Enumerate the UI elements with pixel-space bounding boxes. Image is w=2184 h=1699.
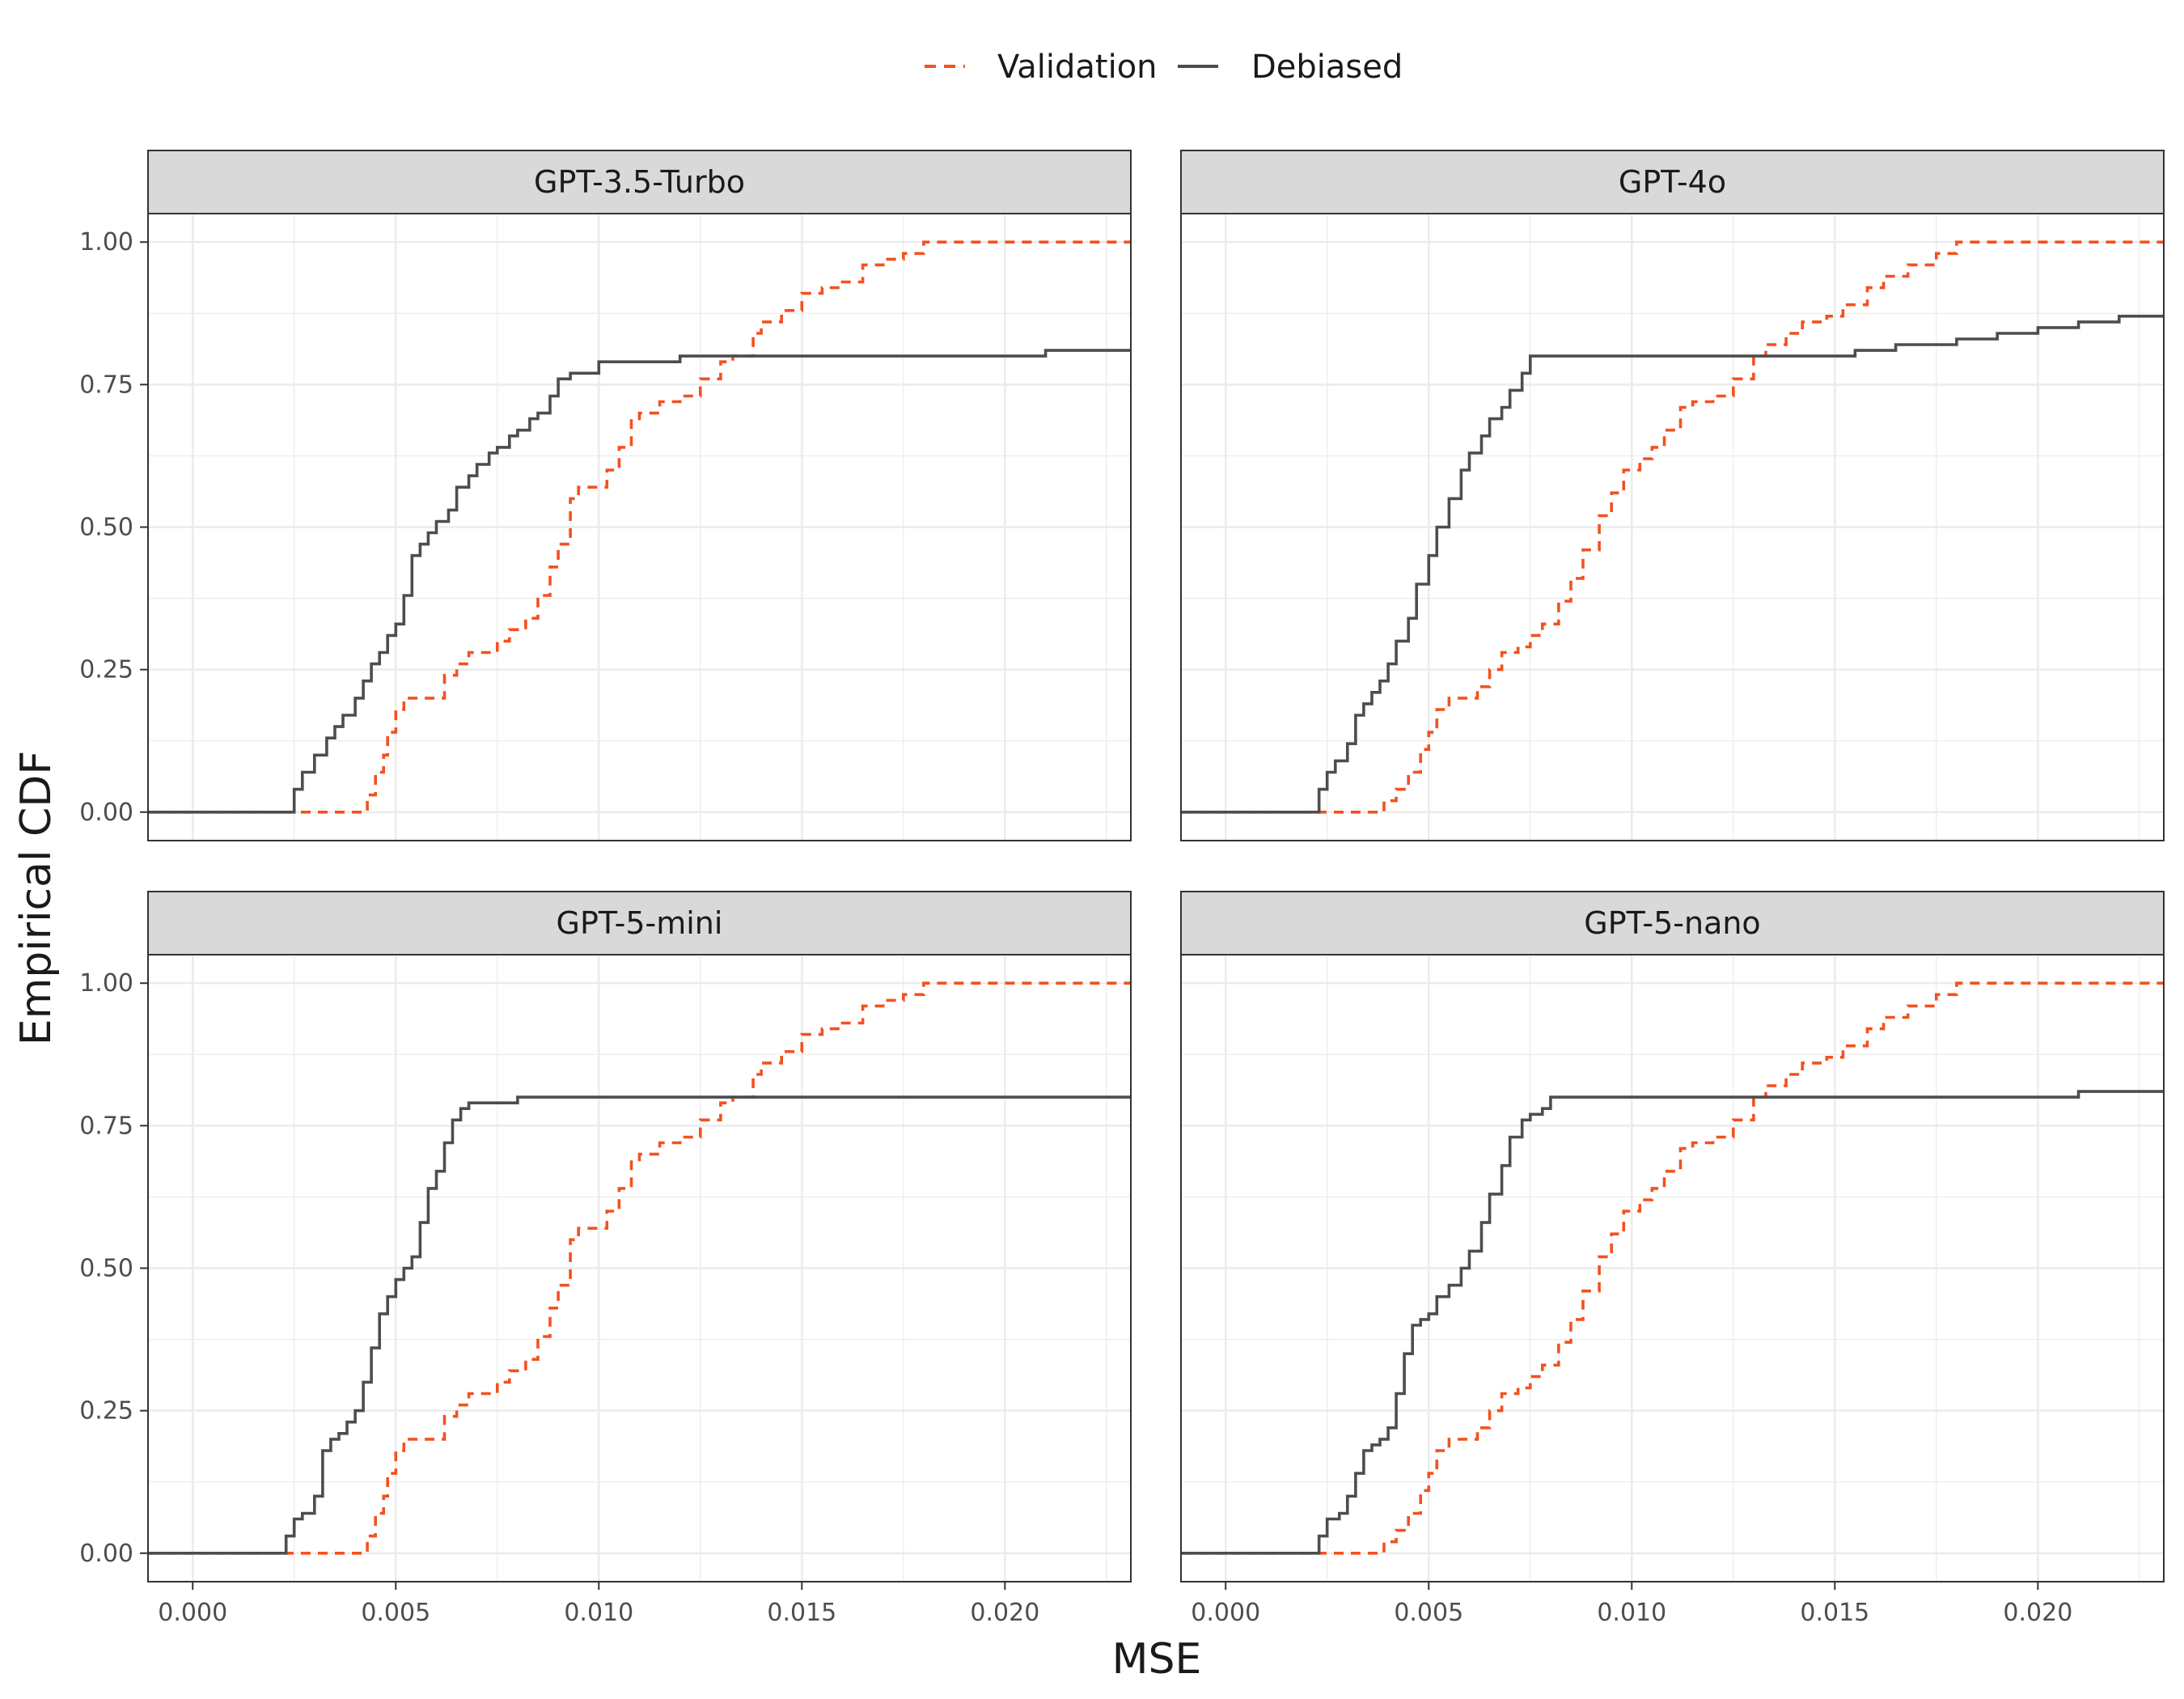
legend: Validation Debiased: [925, 49, 1403, 86]
y-tick-label: 0.75: [79, 1112, 133, 1140]
validation-ecdf-line: [148, 981, 1131, 1555]
facet-strip: [1180, 891, 2165, 955]
x-tick-label: 0.005: [361, 1599, 430, 1627]
x-tick-label: 0.015: [1800, 1599, 1869, 1627]
panels: GPT-3.5-Turbo 0.00 0.25 0.50 0.75 1.00 GPT-4o G…: [79, 150, 2165, 1627]
x-tick-label: 0.020: [970, 1599, 1039, 1627]
facet-strip: [147, 891, 1132, 955]
legend-validation-label: Validation: [997, 49, 1158, 86]
y-tick-label: 1.00: [79, 969, 133, 998]
x-tick-label: 0.005: [1394, 1599, 1463, 1627]
debiased-ecdf-line: [1181, 1090, 2164, 1555]
x-tick-label: 0.010: [564, 1599, 633, 1627]
facet-title: GPT-3.5-Turbo: [534, 164, 745, 200]
facet-panel: GPT-3.5-Turbo 0.00 0.25 0.50 0.75 1.00: [79, 150, 1132, 841]
y-axis-title: Empirical CDF: [12, 751, 61, 1045]
validation-ecdf-line: [1181, 240, 2164, 814]
facet-title: GPT-5-nano: [1584, 905, 1760, 941]
debiased-ecdf-line: [148, 1095, 1131, 1555]
x-tick-label: 0.020: [2003, 1599, 2072, 1627]
panel-border: [1180, 213, 2165, 841]
y-tick-label: 0.50: [79, 1255, 133, 1283]
x-axis-title: MSE: [1112, 1635, 1202, 1684]
facet-title: GPT-4o: [1619, 164, 1726, 200]
facet-panel: GPT-4o: [1180, 150, 2165, 841]
y-tick-label: 1.00: [79, 228, 133, 256]
y-tick-label: 0.75: [79, 371, 133, 399]
y-tick-label: 0.25: [79, 656, 133, 684]
validation-ecdf-line: [148, 240, 1131, 814]
x-tick-label: 0.015: [767, 1599, 836, 1627]
y-tick-label: 0.00: [79, 799, 133, 827]
validation-ecdf-line: [1181, 981, 2164, 1555]
debiased-ecdf-line: [148, 349, 1131, 814]
legend-debiased-label: Debiased: [1251, 49, 1403, 86]
x-tick-label: 0.000: [158, 1599, 227, 1627]
facet-panel: GPT-5-nano 0.000 0.005 0.010 0.015 0.020: [1180, 891, 2165, 1627]
x-tick-label: 0.010: [1597, 1599, 1666, 1627]
y-tick-label: 0.25: [79, 1397, 133, 1426]
facet-panel: GPT-5-mini 0.00 0.25 0.50 0.75 1.00 0.000 0.005…: [79, 891, 1132, 1627]
facet-strip: [147, 150, 1132, 214]
x-tick-label: 0.000: [1191, 1599, 1260, 1627]
y-tick-label: 0.50: [79, 514, 133, 542]
panel-border: [1180, 954, 2165, 1582]
y-tick-label: 0.00: [79, 1540, 133, 1568]
facet-title: GPT-5-mini: [557, 905, 723, 941]
facet-strip: [1180, 150, 2165, 214]
debiased-ecdf-line: [1181, 315, 2164, 814]
